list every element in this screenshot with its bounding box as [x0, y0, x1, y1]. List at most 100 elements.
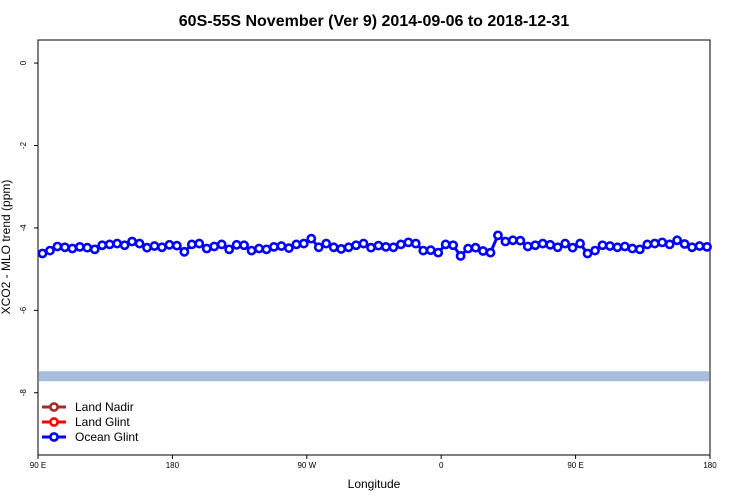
- data-point: [269, 241, 279, 252]
- legend-marker: [49, 402, 59, 412]
- data-point: [687, 242, 697, 253]
- y-tick-label: 0: [19, 60, 28, 65]
- x-tick-label: 90 W: [297, 461, 316, 470]
- data-point: [433, 247, 444, 258]
- data-point: [127, 236, 137, 247]
- data-point: [216, 239, 227, 250]
- legend-label: Land Nadir: [75, 400, 134, 414]
- data-point: [298, 238, 309, 249]
- data-point: [552, 242, 563, 253]
- y-tick-label: -2: [19, 141, 28, 149]
- x-tick-label: 90 E: [30, 461, 46, 470]
- data-point: [45, 245, 55, 256]
- data-point: [418, 245, 429, 256]
- data-point: [500, 236, 511, 247]
- data-point: [194, 238, 205, 249]
- data-point: [478, 246, 488, 256]
- data-point: [291, 239, 302, 250]
- data-point: [694, 241, 705, 251]
- data-point: [410, 238, 421, 249]
- data-point: [619, 241, 630, 252]
- data-point: [679, 239, 690, 249]
- chart-title: 60S-55S November (Ver 9) 2014-09-06 to 2…: [179, 13, 570, 30]
- data-point: [388, 242, 399, 253]
- data-point: [328, 242, 339, 253]
- data-point: [351, 240, 361, 251]
- data-point: [634, 244, 645, 255]
- data-point: [306, 233, 317, 244]
- data-point: [515, 235, 526, 246]
- data-point: [590, 245, 600, 256]
- data-point: [657, 237, 668, 248]
- data-point: [395, 239, 406, 250]
- data-point: [119, 240, 130, 251]
- legend-label: Land Glint: [75, 415, 130, 429]
- data-point: [522, 241, 533, 252]
- data-point: [276, 241, 287, 251]
- data-point: [112, 238, 123, 249]
- data-point: [455, 251, 466, 261]
- data-point: [373, 240, 384, 251]
- data-point: [254, 243, 264, 254]
- data-point: [179, 246, 190, 257]
- data-point: [545, 239, 556, 250]
- data-point: [702, 241, 712, 252]
- x-tick-label: 90 E: [567, 461, 583, 470]
- data-point: [358, 238, 369, 249]
- x-tick-label: 0: [439, 461, 444, 470]
- data-point: [425, 245, 436, 256]
- data-point: [485, 247, 496, 258]
- data-point: [366, 242, 376, 253]
- data-point: [649, 238, 660, 249]
- x-tick-label: 180: [166, 461, 180, 470]
- y-tick-label: -8: [19, 389, 28, 397]
- data-point: [582, 248, 593, 259]
- data-point: [209, 241, 220, 252]
- data-point: [261, 244, 272, 255]
- data-point: [448, 240, 459, 251]
- data-point: [142, 242, 152, 253]
- data-point: [605, 241, 615, 251]
- data-point: [37, 248, 48, 259]
- data-point: [567, 242, 578, 253]
- data-point: [239, 240, 249, 251]
- data-point: [507, 235, 518, 246]
- legend-marker: [49, 432, 59, 442]
- data-point: [537, 238, 548, 249]
- data-point: [336, 244, 347, 254]
- data-point: [74, 241, 85, 252]
- data-point: [381, 241, 391, 252]
- legend-label: Ocean Glint: [75, 430, 139, 444]
- data-point: [463, 243, 473, 254]
- data-point: [231, 239, 242, 250]
- data-point: [403, 237, 414, 248]
- x-tick-label: 180: [703, 461, 717, 470]
- y-tick-label: -6: [19, 306, 28, 314]
- data-point: [201, 243, 212, 254]
- data-point: [283, 243, 294, 254]
- data-point: [597, 240, 608, 251]
- data-point: [343, 242, 354, 253]
- data-point: [321, 238, 332, 249]
- data-point: [470, 242, 481, 253]
- data-point: [59, 242, 70, 253]
- data-point: [627, 243, 638, 254]
- data-point: [149, 241, 160, 251]
- data-point: [575, 238, 585, 249]
- data-point: [52, 241, 63, 252]
- y-axis-label: XCO2 - MLO trend (ppm): [0, 180, 13, 315]
- data-point: [672, 235, 683, 246]
- data-point: [493, 230, 503, 241]
- data-point: [530, 240, 541, 251]
- data-point: [440, 239, 451, 250]
- data-point: [89, 244, 100, 255]
- data-point: [67, 243, 78, 254]
- data-point: [612, 242, 623, 253]
- data-point: [134, 238, 145, 249]
- x-axis-label: Longitude: [348, 477, 401, 491]
- data-point: [224, 244, 235, 255]
- data-point: [171, 240, 182, 251]
- legend-marker: [49, 417, 59, 427]
- data-point: [664, 239, 675, 250]
